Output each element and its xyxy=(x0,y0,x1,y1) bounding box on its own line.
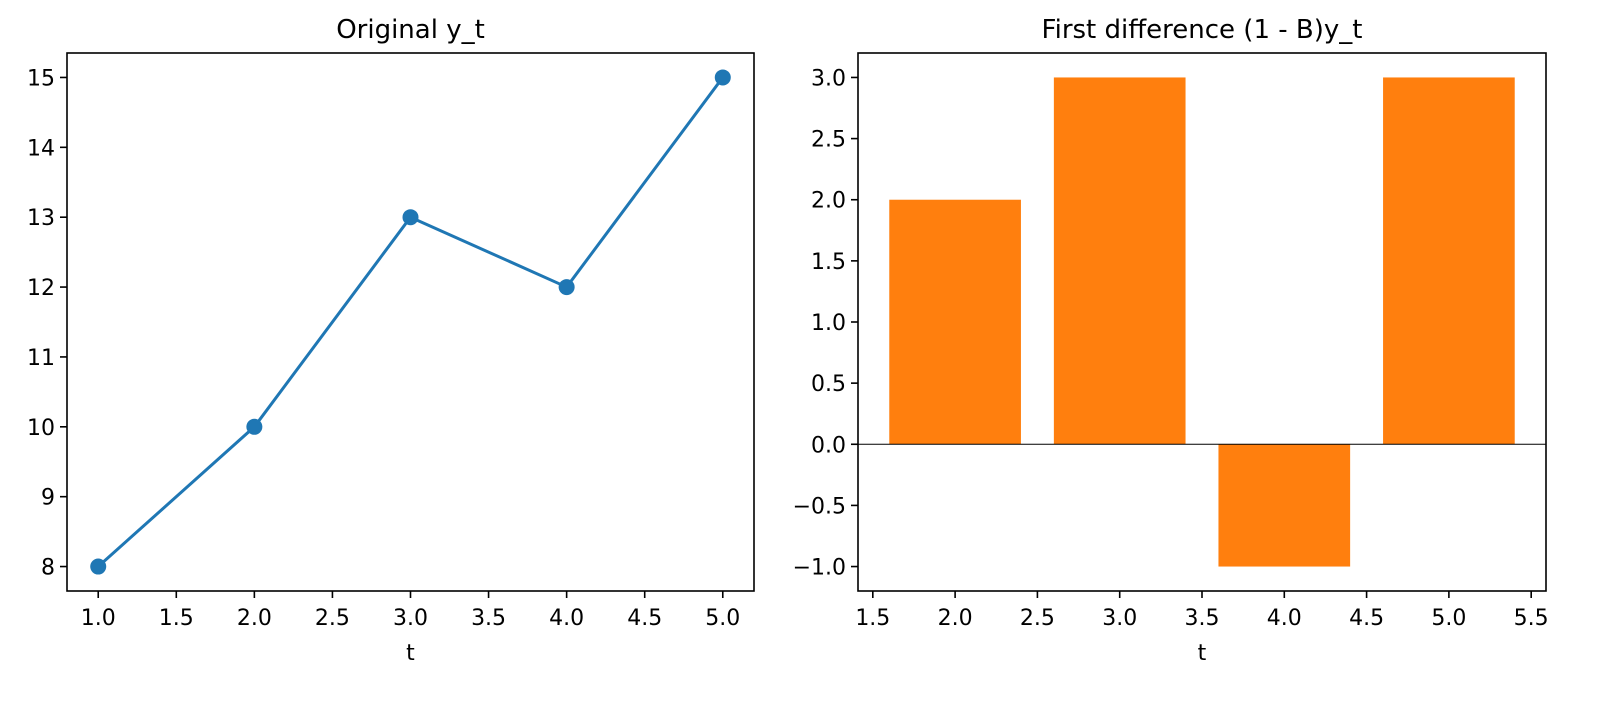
x-tick-label: 3.0 xyxy=(393,606,428,631)
bar xyxy=(1383,77,1515,445)
bar xyxy=(1218,444,1351,567)
chart-title: First difference (1 - B)y_t xyxy=(1042,15,1363,45)
y-tick-labels: −1.0 −0.5 0.0 0.5 1.0 1.5 2.0 2.5 3.0 xyxy=(793,66,858,581)
x-tick-label: 4.5 xyxy=(1349,606,1384,631)
x-tick-label: 4.5 xyxy=(627,606,662,631)
y-tick-label: 2.5 xyxy=(811,128,846,153)
x-tick-label: 2.0 xyxy=(237,606,272,631)
data-point xyxy=(402,209,419,226)
y-tick-label: 12 xyxy=(27,276,55,301)
y-tick-labels: 8 9 10 11 12 13 14 15 xyxy=(27,66,67,581)
x-axis-label: t xyxy=(406,641,415,666)
y-tick-label: 10 xyxy=(27,416,55,441)
x-tick-label: 2.0 xyxy=(938,606,973,631)
y-tick-label: 9 xyxy=(41,486,55,511)
axes-frame xyxy=(857,52,1547,592)
chart-first-difference: First difference (1 - B)y_t t −1.0 −0.5 0.… xyxy=(793,15,1549,666)
x-tick-label: 2.5 xyxy=(1020,606,1055,631)
data-point xyxy=(246,418,263,435)
y-tick-label: 1.0 xyxy=(811,311,846,336)
y-tick-label: 3.0 xyxy=(811,66,846,91)
x-axis-label: t xyxy=(1198,641,1207,666)
data-point xyxy=(714,69,731,86)
bar xyxy=(889,199,1021,445)
plot-area xyxy=(857,52,1547,592)
data-point xyxy=(558,279,575,296)
bar xyxy=(1053,77,1186,445)
x-tick-labels: 1.5 2.0 2.5 3.0 3.5 4.0 4.5 5.0 5.5 xyxy=(855,591,1549,631)
x-tick-label: 5.0 xyxy=(1431,606,1466,631)
chart-original: Original y_t t 8 9 10 11 12 13 14 15 1.0 1.5 2.0 2… xyxy=(27,15,755,666)
x-tick-label: 4.0 xyxy=(549,606,584,631)
y-tick-label: 1.5 xyxy=(811,250,846,275)
y-tick-label: 11 xyxy=(27,346,55,371)
x-tick-label: 1.5 xyxy=(855,606,890,631)
y-tick-label: 0.0 xyxy=(811,433,846,458)
y-tick-label: 0.5 xyxy=(811,372,846,397)
x-tick-label: 4.0 xyxy=(1267,606,1302,631)
plot-area xyxy=(66,52,755,592)
y-tick-label: −0.5 xyxy=(793,494,846,519)
series-line xyxy=(97,76,724,568)
y-tick-label: 8 xyxy=(41,556,55,581)
x-tick-label: 3.0 xyxy=(1102,606,1137,631)
x-tick-label: 3.5 xyxy=(471,606,506,631)
y-tick-label: 15 xyxy=(27,66,55,91)
y-tick-label: 14 xyxy=(27,136,55,161)
y-tick-label: 13 xyxy=(27,206,55,231)
x-tick-label: 3.5 xyxy=(1185,606,1220,631)
x-tick-label: 5.0 xyxy=(705,606,740,631)
x-tick-label: 2.5 xyxy=(315,606,350,631)
x-tick-labels: 1.0 1.5 2.0 2.5 3.0 3.5 4.0 4.5 5.0 xyxy=(81,591,740,631)
x-tick-label: 5.5 xyxy=(1514,606,1549,631)
x-tick-label: 1.5 xyxy=(159,606,194,631)
y-tick-label: −1.0 xyxy=(793,556,846,581)
data-point xyxy=(90,558,107,575)
y-tick-label: 2.0 xyxy=(811,189,846,214)
axes-frame xyxy=(66,52,755,592)
chart-title: Original y_t xyxy=(336,15,485,45)
x-tick-label: 1.0 xyxy=(81,606,116,631)
